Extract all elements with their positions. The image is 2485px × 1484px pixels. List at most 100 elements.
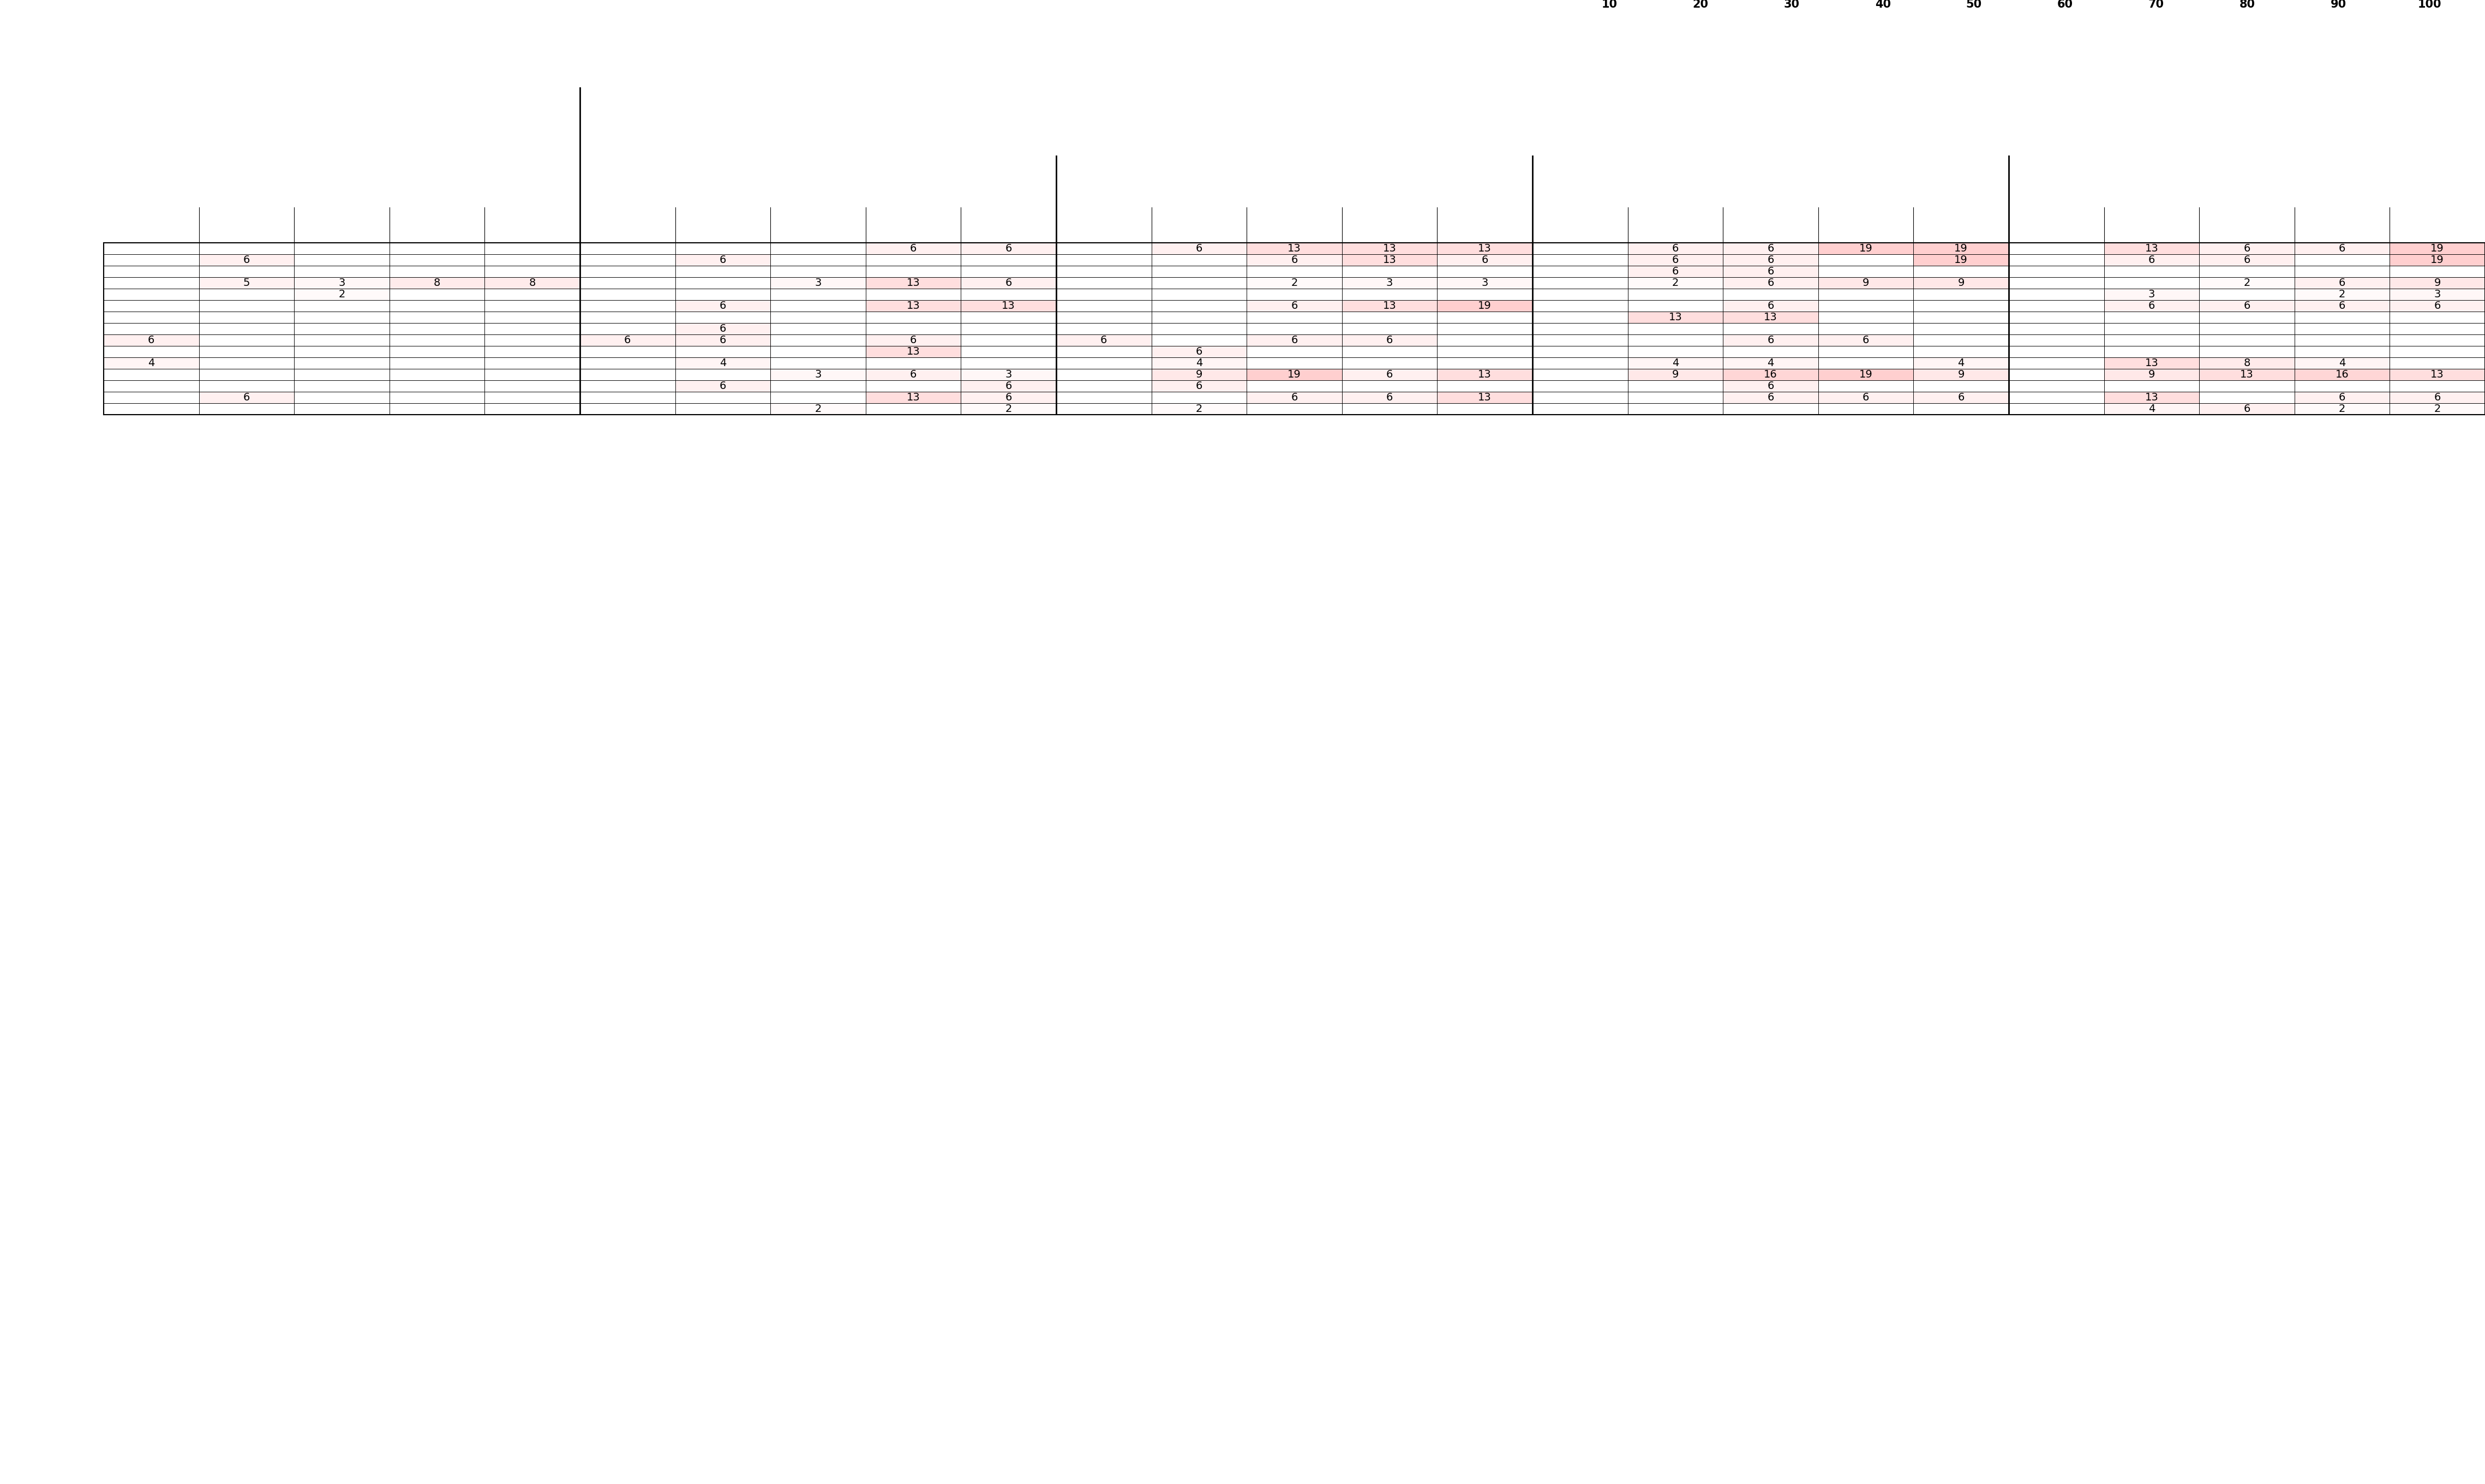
Text: 6: 6: [1958, 392, 1966, 402]
Bar: [770, 392, 865, 404]
Bar: [390, 324, 485, 334]
Bar: [1628, 370, 1722, 380]
Bar: [1628, 254, 1722, 266]
Bar: [1151, 358, 1247, 370]
Bar: [2105, 358, 2199, 370]
Bar: [293, 358, 390, 370]
Bar: [104, 404, 199, 414]
Bar: [1533, 346, 1628, 358]
Text: 2 h: 2 h: [808, 220, 828, 230]
Bar: [2294, 312, 2391, 324]
Bar: [1247, 266, 1342, 278]
Text: 13: 13: [2430, 370, 2445, 380]
Bar: [2008, 254, 2105, 266]
Bar: [1342, 392, 1436, 404]
Bar: [2199, 300, 2294, 312]
Bar: [485, 288, 579, 300]
Bar: [390, 334, 485, 346]
Bar: [1247, 278, 1342, 288]
Bar: [2105, 346, 2199, 358]
Text: 6: 6: [1387, 370, 1394, 380]
Bar: [1436, 358, 1533, 370]
Bar: [770, 254, 865, 266]
Text: 6: 6: [2244, 404, 2251, 414]
Bar: [2105, 380, 2199, 392]
Text: 6: 6: [1387, 335, 1394, 346]
Bar: [1533, 254, 1628, 266]
Bar: [770, 243, 865, 254]
Bar: [1628, 334, 1722, 346]
Bar: [1436, 288, 1533, 300]
Text: 9: 9: [2147, 370, 2154, 380]
Bar: [1342, 243, 1436, 254]
Text: 80: 80: [2239, 0, 2254, 10]
Bar: [770, 266, 865, 278]
Text: 6: 6: [1861, 392, 1869, 402]
Text: 6: 6: [1672, 243, 1680, 254]
Text: 40: 40: [1876, 0, 1891, 10]
Bar: [579, 334, 676, 346]
Bar: [1533, 370, 1628, 380]
Bar: [2294, 288, 2391, 300]
Bar: [1628, 392, 1722, 404]
Text: 13: 13: [1667, 312, 1682, 322]
Bar: [1722, 404, 1819, 414]
Text: 6: 6: [1767, 278, 1774, 288]
Bar: [2294, 324, 2391, 334]
Text: 6: 6: [1767, 266, 1774, 276]
Bar: [1628, 380, 1722, 392]
Bar: [1247, 380, 1342, 392]
Bar: [104, 370, 199, 380]
Text: 6: 6: [721, 335, 726, 346]
Bar: [2294, 404, 2391, 414]
Bar: [1819, 312, 1913, 324]
Bar: [1533, 266, 1628, 278]
Text: 13: 13: [1479, 243, 1491, 254]
Bar: [1151, 380, 1247, 392]
Bar: [1056, 266, 1151, 278]
Bar: [1056, 288, 1151, 300]
Bar: [2294, 254, 2391, 266]
Bar: [676, 370, 770, 380]
Bar: [1628, 312, 1722, 324]
Text: 30: 30: [1784, 0, 1799, 10]
Bar: [2391, 324, 2485, 334]
Bar: [1819, 266, 1913, 278]
Bar: [1151, 243, 1247, 254]
Bar: [579, 243, 676, 254]
Text: 4: 4: [2147, 404, 2154, 414]
Bar: [962, 346, 1056, 358]
Text: 50: 50: [1966, 0, 1983, 10]
Bar: [1533, 324, 1628, 334]
Text: 70: 70: [2147, 0, 2164, 10]
Text: 6: 6: [721, 381, 726, 392]
Bar: [199, 254, 293, 266]
Text: 6: 6: [1195, 243, 1203, 254]
Bar: [676, 254, 770, 266]
Bar: [676, 288, 770, 300]
Bar: [199, 266, 293, 278]
Text: 6 h: 6 h: [999, 220, 1019, 230]
Text: 2: 2: [2244, 278, 2251, 288]
Text: 13: 13: [2145, 358, 2159, 368]
Text: BSL: BSL: [2043, 220, 2070, 230]
Bar: [1342, 404, 1436, 414]
Bar: [293, 254, 390, 266]
Text: 6: 6: [1006, 243, 1011, 254]
Bar: [962, 278, 1056, 288]
Bar: [962, 392, 1056, 404]
Bar: [1436, 404, 1533, 414]
Bar: [2294, 392, 2391, 404]
Bar: [1819, 370, 1913, 380]
Bar: [390, 288, 485, 300]
Bar: [1533, 404, 1628, 414]
Text: 4: 4: [1672, 358, 1680, 368]
Bar: [1342, 266, 1436, 278]
Bar: [1722, 243, 1819, 254]
Bar: [1436, 324, 1533, 334]
Bar: [2391, 370, 2485, 380]
Bar: [2105, 300, 2199, 312]
Bar: [390, 278, 485, 288]
Bar: [1151, 370, 1247, 380]
Bar: [770, 278, 865, 288]
